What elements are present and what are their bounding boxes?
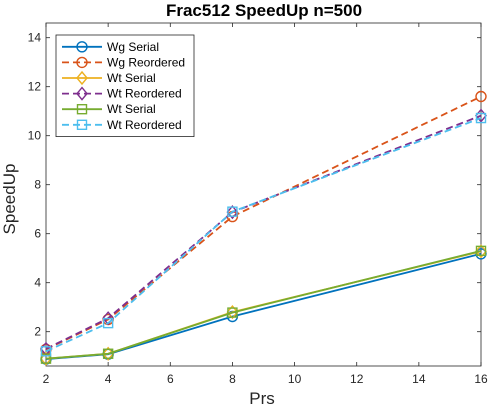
x-axis-label: Prs <box>249 389 275 408</box>
series-line-5 <box>45 117 482 353</box>
series-line-3 <box>45 114 482 350</box>
x-tick-label: 2 <box>43 372 50 386</box>
series-2-point <box>40 351 52 366</box>
series-line-4 <box>45 249 482 360</box>
y-tick-label: 8 <box>34 178 41 192</box>
y-tick-label: 2 <box>34 325 41 339</box>
legend-label-2: Wt Serial <box>107 71 156 85</box>
x-tick-label: 10 <box>288 372 302 386</box>
legend-label-3: Wt Reordered <box>107 87 182 101</box>
legend-marker-2 <box>76 70 88 86</box>
plot-area-frame <box>45 22 482 367</box>
legend-marker-4 <box>76 103 88 115</box>
series-4-point <box>40 353 52 364</box>
series-5-point <box>227 206 238 217</box>
x-tick-label: 12 <box>350 372 364 386</box>
legend-label-4: Wt Serial <box>107 102 156 116</box>
series-1-point <box>475 90 487 103</box>
series-5-point <box>475 112 487 124</box>
legend-marker-3 <box>76 86 88 101</box>
x-tick-label: 14 <box>412 372 426 386</box>
series-3-point <box>226 205 239 220</box>
series-2-point <box>226 305 239 320</box>
series-4-point <box>102 348 114 359</box>
y-tick-label: 6 <box>34 227 41 241</box>
series-line-0 <box>45 252 482 361</box>
series-5-point <box>102 317 114 329</box>
y-axis-label: SpeedUp <box>0 164 19 235</box>
legend-label-1: Wg Reordered <box>107 55 185 69</box>
y-tick-label: 10 <box>28 129 42 143</box>
y-tick-label: 12 <box>28 80 42 94</box>
series-4-point <box>227 307 238 318</box>
series-2-point <box>475 244 487 259</box>
series-4-point <box>475 245 487 257</box>
x-tick-label: 8 <box>229 372 236 386</box>
legend-marker-0 <box>76 41 88 53</box>
y-tick-label: 4 <box>34 276 41 290</box>
legend-label-0: Wg Serial <box>107 40 159 54</box>
legend-marker-5 <box>76 119 88 131</box>
legend-label-5: Wt Reordered <box>107 118 182 132</box>
series-5-point <box>40 346 52 357</box>
x-tick-label: 6 <box>167 372 174 386</box>
y-tick-label: 14 <box>28 31 42 45</box>
chart-title: Frac512 SpeedUp n=500 <box>166 1 362 20</box>
series-3-point <box>102 311 115 326</box>
legend-marker-1 <box>76 56 88 69</box>
x-tick-label: 16 <box>474 372 488 386</box>
x-tick-label: 4 <box>105 372 112 386</box>
